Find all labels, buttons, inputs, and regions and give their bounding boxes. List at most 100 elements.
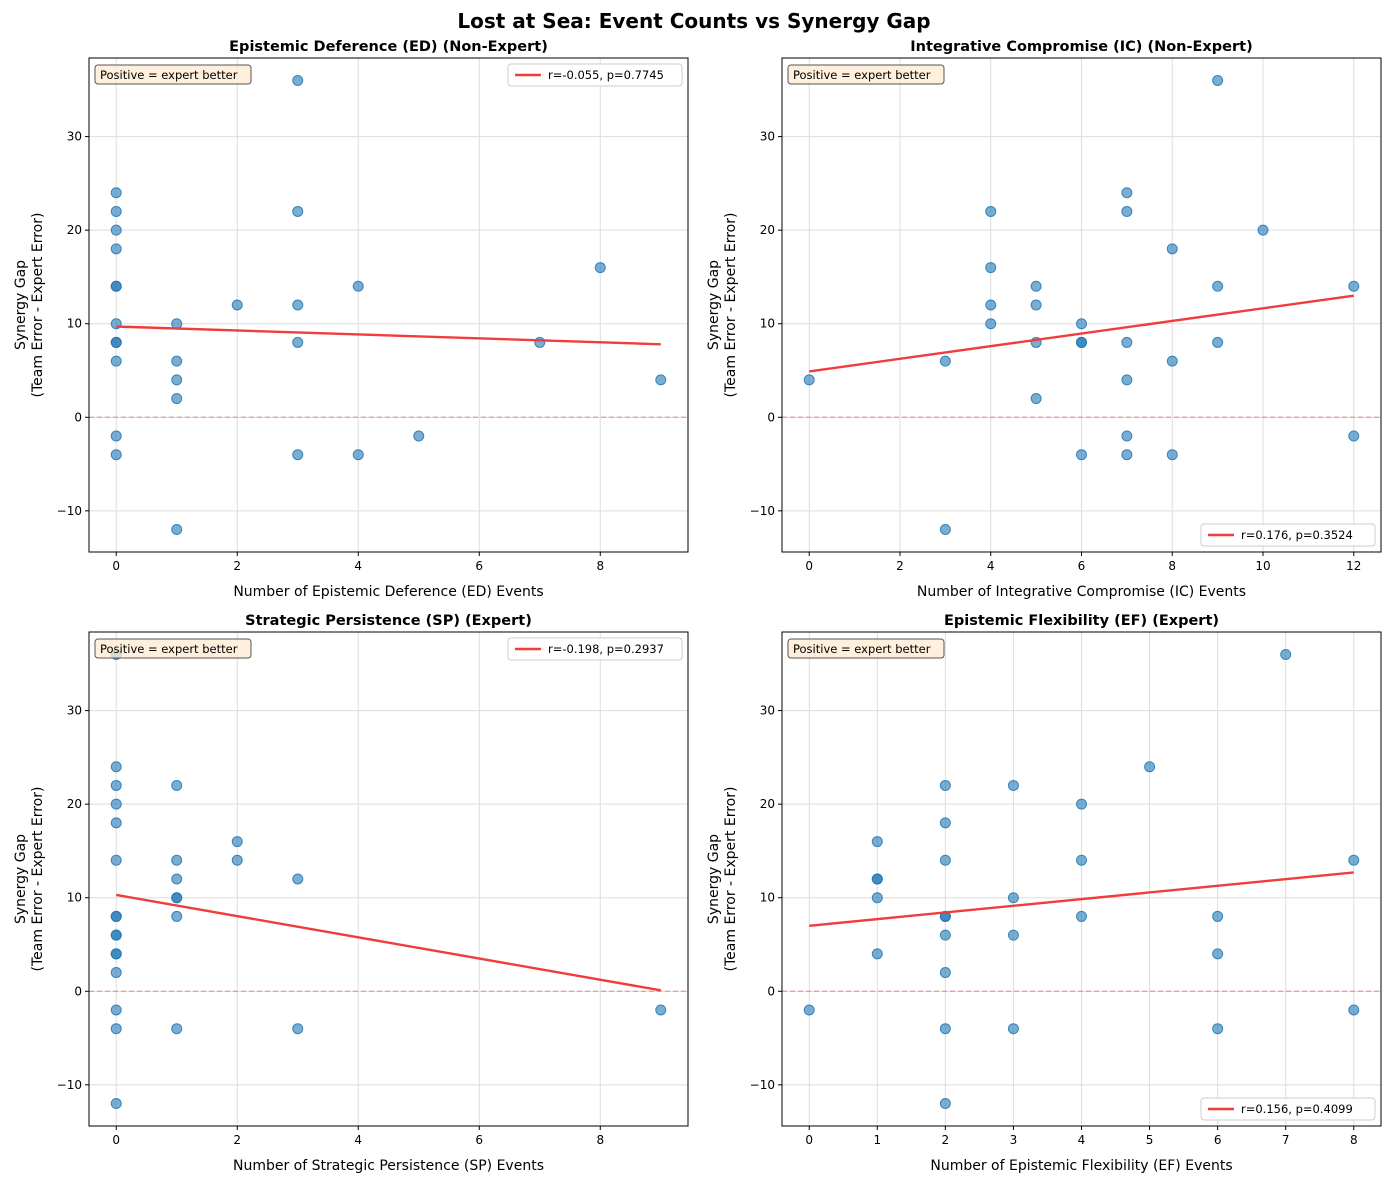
data-point (655, 374, 667, 386)
data-point (352, 449, 364, 461)
y-axis-label-line1: Synergy Gap (706, 834, 722, 924)
data-point (939, 779, 951, 791)
legend-label: r=0.156, p=0.4099 (1241, 1102, 1353, 1116)
x-tick-label: 4 (354, 1133, 362, 1147)
data-point (110, 280, 122, 292)
y-tick-label: 30 (760, 130, 775, 144)
y-tick-label: 0 (74, 984, 82, 998)
y-tick-label: 10 (760, 317, 775, 331)
y-axis-label-line2: (Team Error - Expert Error) (30, 213, 46, 398)
data-point (939, 854, 951, 866)
data-point (871, 948, 883, 960)
data-point (871, 892, 883, 904)
data-point (985, 262, 997, 274)
chart-panel-1: 0 2 4 6 8 −10 0 10 20 30 Epistemic Deference (ED) … (13, 39, 689, 600)
data-point (110, 205, 122, 217)
y-tick-label: 30 (760, 704, 775, 718)
x-tick-label: 1 (873, 1133, 881, 1147)
data-point (1121, 449, 1133, 461)
x-tick-label: 0 (112, 559, 120, 573)
legend-box (507, 63, 683, 87)
data-point (939, 1023, 951, 1035)
data-point (110, 449, 122, 461)
data-point (413, 430, 425, 442)
y-tick-label: −10 (750, 1078, 775, 1092)
x-tick-label: 0 (805, 559, 813, 573)
data-point (110, 187, 122, 199)
data-point (110, 779, 122, 791)
y-tick-label: 0 (767, 410, 775, 424)
data-point (1348, 854, 1360, 866)
panel-title: Epistemic Flexibility (EF) (Expert) (944, 613, 1219, 629)
y-axis-label-line2: (Team Error - Expert Error) (30, 787, 46, 972)
legend-box (507, 637, 683, 661)
data-point (110, 817, 122, 829)
x-tick-label: 3 (1010, 1133, 1018, 1147)
data-point (1007, 779, 1019, 791)
data-point (985, 299, 997, 311)
y-tick-label: −10 (57, 1078, 82, 1092)
legend-label: r=-0.055, p=0.7745 (548, 68, 664, 82)
x-tick-label: 2 (942, 1133, 950, 1147)
x-tick-label: 2 (896, 559, 904, 573)
y-tick-label: 20 (67, 797, 82, 811)
data-point (292, 74, 304, 86)
chart-panel-4: 0 1 2 3 4 5 6 7 8 −10 0 10 20 30 Epistemic Flexibility… (706, 613, 1382, 1174)
x-axis-label: Number of Integrative Compromise (IC) Ev… (917, 584, 1246, 600)
y-tick-label: 10 (67, 317, 82, 331)
data-point (292, 336, 304, 348)
data-point (1212, 1023, 1224, 1035)
y-tick-label: 30 (67, 704, 82, 718)
data-point (352, 280, 364, 292)
y-tick-label: 10 (67, 891, 82, 905)
regression-line (116, 893, 661, 992)
x-tick-label: 6 (1078, 559, 1086, 573)
data-point (985, 318, 997, 330)
y-tick-label: 20 (760, 797, 775, 811)
data-point (292, 205, 304, 217)
x-tick-label: 2 (233, 559, 241, 573)
data-point (110, 430, 122, 442)
x-tick-label: 4 (987, 559, 995, 573)
data-point (1030, 280, 1042, 292)
data-point (292, 449, 304, 461)
data-point (110, 798, 122, 810)
chart-panel-3: 0 2 4 6 8 −10 0 10 20 30 Strategic Persistence (SP… (13, 613, 689, 1174)
data-point (1007, 1023, 1019, 1035)
data-point (939, 967, 951, 979)
plot-area (89, 58, 688, 552)
data-point (1348, 430, 1360, 442)
data-point (1348, 280, 1360, 292)
data-point (871, 873, 883, 885)
data-point (1076, 336, 1087, 348)
data-point (171, 910, 183, 922)
data-point (110, 1023, 122, 1035)
data-point (1212, 280, 1224, 292)
panel-title: Strategic Persistence (SP) (Expert) (245, 613, 532, 629)
data-point (1348, 1004, 1360, 1016)
data-point (171, 355, 183, 367)
x-axis-label: Number of Epistemic Deference (ED) Event… (233, 584, 543, 600)
data-point (110, 948, 122, 960)
x-axis-label: Number of Epistemic Flexibility (EF) Eve… (930, 1158, 1232, 1174)
data-point (985, 205, 997, 217)
data-point (110, 1098, 122, 1110)
x-tick-label: 2 (233, 1133, 241, 1147)
data-point (292, 299, 304, 311)
data-point (1121, 336, 1133, 348)
x-axis-label: Number of Strategic Persistence (SP) Eve… (233, 1158, 544, 1174)
annotation-box (94, 64, 252, 85)
annotation-box (94, 638, 252, 659)
data-point (110, 854, 122, 866)
data-point (171, 374, 183, 386)
data-point (1212, 910, 1224, 922)
data-point (110, 336, 122, 348)
data-point (292, 1023, 304, 1035)
legend-box (1200, 523, 1376, 547)
data-point (110, 910, 122, 922)
x-tick-label: 8 (1350, 1133, 1358, 1147)
y-axis-label-line2: (Team Error - Expert Error) (723, 787, 739, 972)
data-point (171, 524, 183, 536)
y-tick-label: −10 (750, 504, 775, 518)
